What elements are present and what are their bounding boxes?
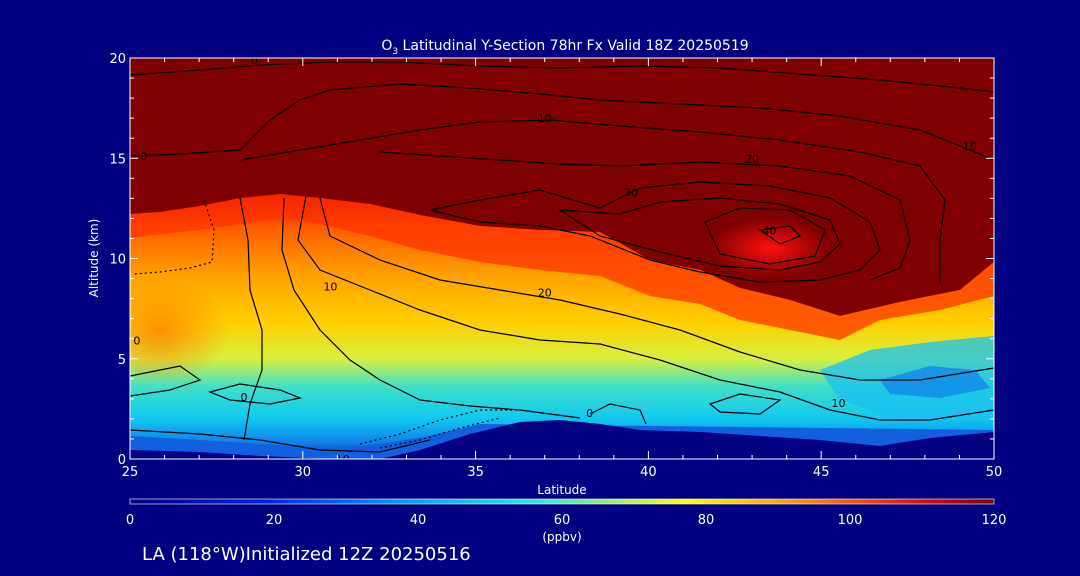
contour-line [281, 197, 581, 419]
colorbar-tick-label: 120 [982, 513, 1007, 528]
x-tick-label: 50 [986, 465, 1003, 480]
contour-line [239, 197, 263, 441]
y-tick-label: 15 [109, 152, 126, 167]
contour-line [589, 403, 647, 425]
x-axis-label: Latitude [537, 483, 586, 497]
contour-label: 10 [831, 397, 845, 410]
y-axis-label: Altitude (km) [87, 219, 101, 298]
contour-label: 30 [624, 186, 638, 199]
colorbar-tick-label: 60 [554, 513, 571, 528]
y-tick-label: 20 [109, 52, 126, 67]
chart-title: O3 Latitudinal Y-Section 78hr Fx Valid 1… [381, 38, 748, 57]
contour-lines [130, 61, 994, 453]
contour-line [319, 197, 994, 381]
footer-location-text: LA (118°W)Initialized 12Z 20250516 [142, 544, 471, 565]
contour-label: 0 [251, 54, 258, 67]
colorbar [129, 498, 995, 505]
contour-label: 0 [140, 150, 147, 163]
terrain [130, 420, 994, 459]
contour-line [708, 393, 782, 415]
ozone-maximum-core [710, 218, 830, 278]
contour-label: 10 [323, 281, 337, 294]
tropopause-orange-band [130, 194, 994, 340]
dotted-contour [379, 417, 501, 449]
contour-line [208, 383, 303, 405]
x-tick-label: 35 [467, 465, 484, 480]
dotted-contour [133, 199, 215, 275]
contour-line [758, 225, 802, 245]
colorbar-ticks: 0 20 40 60 80 100 120 [126, 513, 1007, 528]
contour-labels: 0 0 0 0 0 10 10 10 10 -10 20 20 30 40 [133, 54, 977, 466]
contour-label: 0 [241, 391, 248, 404]
title-rest: Latitudinal Y-Section 78hr Fx Valid 18Z … [398, 38, 749, 54]
y-tick-label: 5 [118, 353, 126, 368]
contour-line [130, 61, 994, 93]
lower-blue-pocket [880, 366, 990, 398]
x-tick-label: 30 [295, 465, 312, 480]
ozone-field: 0 0 0 0 0 10 10 10 10 -10 20 20 30 40 [130, 54, 994, 466]
x-axis: 25 30 35 40 45 50 [122, 58, 1003, 480]
colorbar-tick-label: 0 [126, 513, 134, 528]
x-tick-label: 45 [813, 465, 830, 480]
contour-line [429, 181, 881, 283]
title-prefix: O [381, 38, 392, 54]
colorbar-tick-label: 100 [838, 513, 863, 528]
colorbar-tick-label: 20 [266, 513, 283, 528]
contour-line [130, 83, 994, 161]
contour-line [130, 365, 202, 397]
contour-line [557, 197, 841, 271]
contour-line [704, 207, 826, 265]
contour-line [130, 429, 431, 453]
colorbar-tick-label: 40 [410, 513, 427, 528]
x-tick-label: 25 [122, 465, 139, 480]
y-tick-label: 0 [118, 453, 126, 468]
contour-label: -10 [332, 453, 350, 466]
contour-label: 10 [538, 112, 552, 125]
contour-line [239, 119, 946, 284]
contour-label: 0 [133, 335, 140, 348]
contour-line [379, 151, 911, 281]
contour-label: 20 [745, 152, 759, 165]
x-tick-label: 40 [640, 465, 657, 480]
negative-contours [133, 199, 520, 449]
contour-line [297, 195, 994, 421]
orange-pocket [130, 275, 230, 385]
contour-label: 20 [538, 287, 552, 300]
contour-label: 10 [963, 140, 977, 153]
colorbar-unit-label: (ppbv) [542, 530, 581, 544]
y-tick-label: 10 [109, 253, 126, 268]
contour-label: 40 [762, 224, 776, 237]
title-subscript: 3 [392, 47, 398, 57]
contour-label: 0 [586, 407, 593, 420]
colorbar-tick-label: 80 [698, 513, 715, 528]
